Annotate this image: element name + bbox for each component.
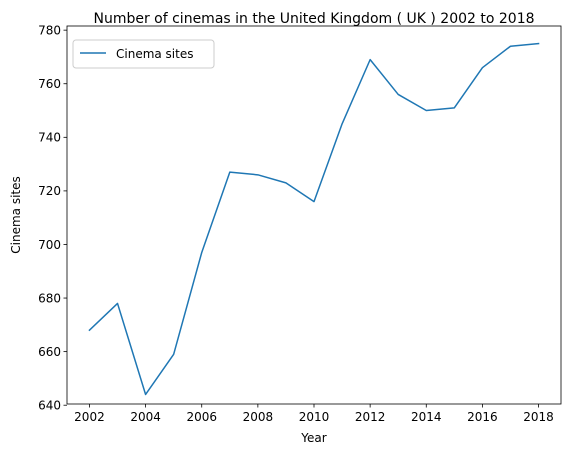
x-tick-label: 2006 xyxy=(186,410,217,424)
y-tick-label: 680 xyxy=(38,291,61,305)
y-tick-label: 640 xyxy=(38,399,61,413)
y-axis-ticks: 640 660 680 700 720 740 760 780 xyxy=(38,23,67,413)
x-tick-label: 2012 xyxy=(355,410,386,424)
series-line-cinema-sites xyxy=(88,42,540,396)
x-axis-label: Year xyxy=(300,431,326,445)
x-tick-label: 2016 xyxy=(467,410,498,424)
x-axis-ticks: 2002 2004 2006 2008 2010 2012 2014 2016 2018 xyxy=(74,404,554,424)
x-tick-label: 2004 xyxy=(130,410,161,424)
legend: Cinema sites xyxy=(72,39,215,69)
x-tick-label: 2008 xyxy=(243,410,274,424)
y-tick-label: 740 xyxy=(38,131,61,145)
chart-title: Number of cinemas in the United Kingdom … xyxy=(93,11,534,27)
legend-label: Cinema sites xyxy=(116,47,193,61)
y-tick-label: 720 xyxy=(38,184,61,198)
y-tick-label: 700 xyxy=(38,238,61,252)
y-tick-label: 780 xyxy=(38,23,61,37)
y-tick-label: 760 xyxy=(38,77,61,91)
legend-box xyxy=(72,39,215,69)
y-tick-label: 660 xyxy=(38,345,61,359)
x-tick-label: 2018 xyxy=(523,410,554,424)
y-axis-label: Cinema sites xyxy=(9,176,23,253)
x-tick-label: 2010 xyxy=(299,410,330,424)
plot-area-frame xyxy=(66,25,562,405)
x-tick-label: 2002 xyxy=(74,410,105,424)
x-tick-label: 2014 xyxy=(411,410,442,424)
